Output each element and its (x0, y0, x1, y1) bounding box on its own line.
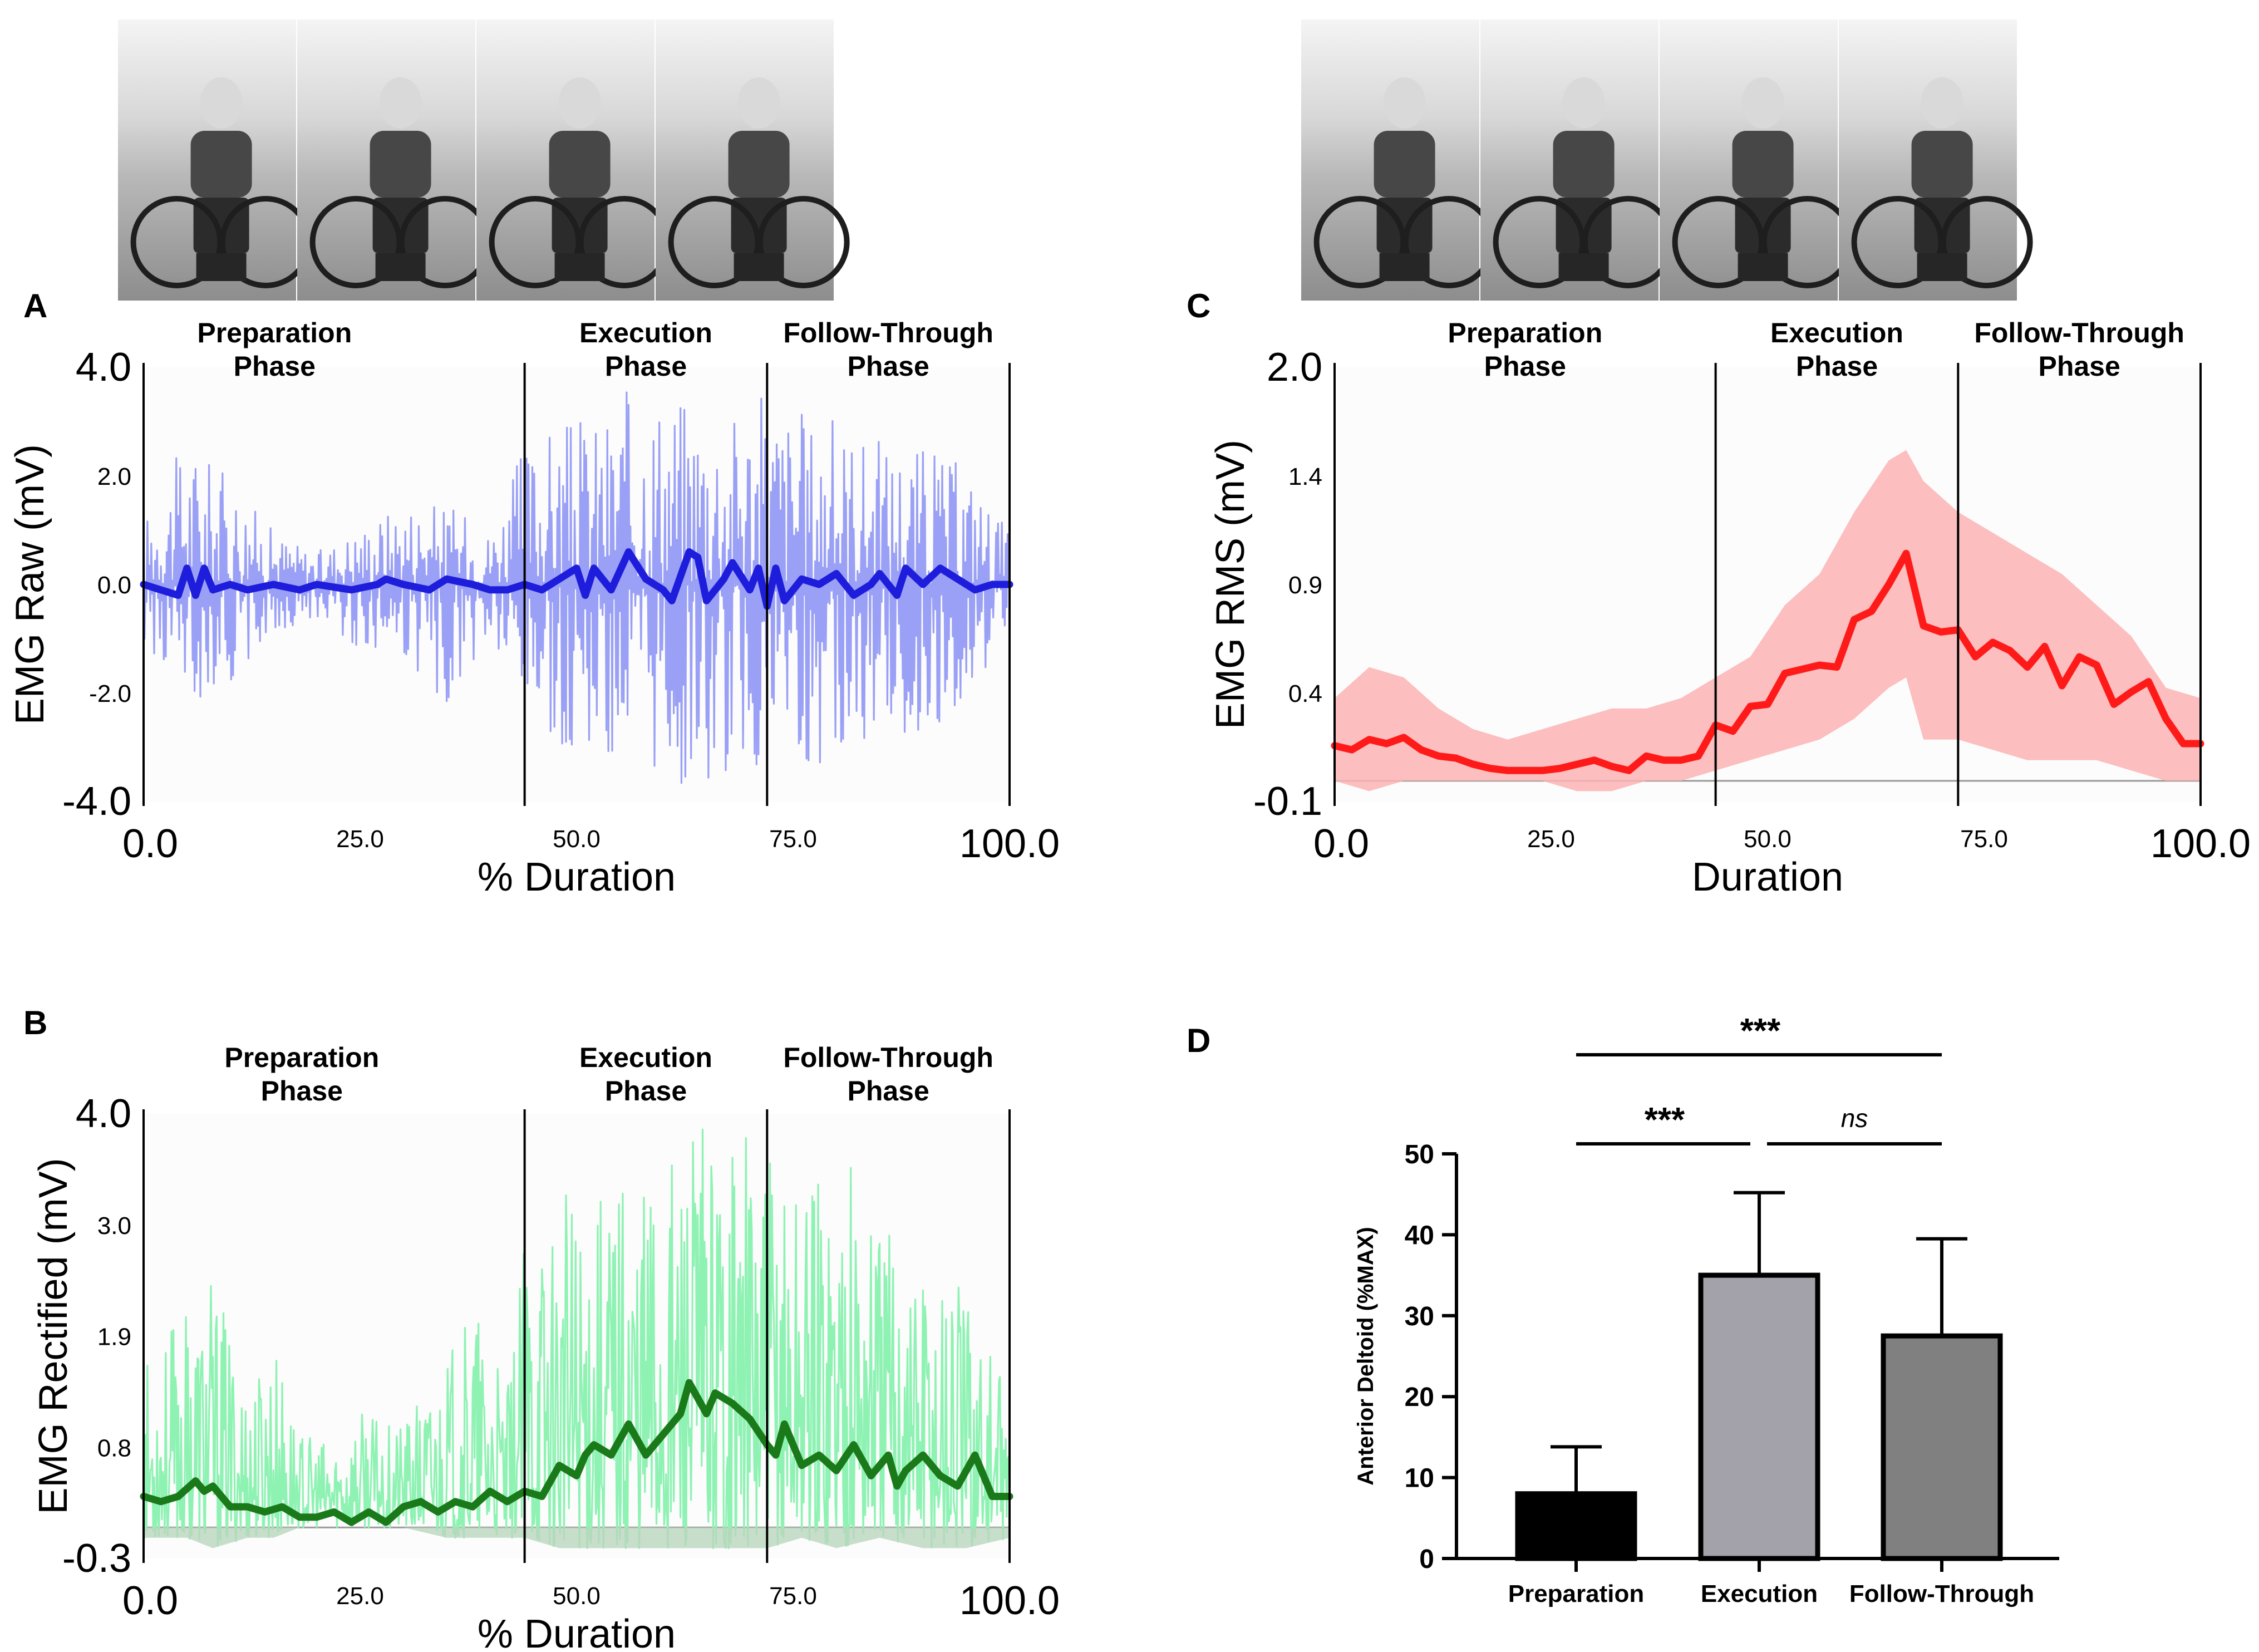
panel-label-a: A (23, 287, 47, 324)
phase-subtitle: Phase (234, 351, 316, 382)
panel-d-bar-chart: 0 10 20 30 40 50 Preparation Execution Follow-Th… (1354, 1012, 2059, 1607)
category-label: Preparation (1508, 1580, 1645, 1607)
phase-title: Execution (1770, 317, 1903, 348)
y-axis-label: EMG RMS (mV) (1208, 440, 1253, 729)
y-tick-label: 0.4 (1288, 680, 1322, 707)
x-tick-label: 75.0 (769, 1582, 817, 1610)
phase-title: Preparation (1448, 317, 1602, 348)
significance-label: *** (1643, 1101, 1685, 1139)
phase-subtitle: Phase (847, 1075, 929, 1107)
mean-line (1331, 549, 2204, 774)
x-axis-label: Duration (1692, 855, 1843, 899)
x-tick-label: 0.0 (1313, 822, 1369, 866)
category-label: Execution (1701, 1580, 1818, 1607)
y-tick-label: 3.0 (97, 1212, 131, 1240)
photo-strip-left (118, 19, 847, 301)
y-tick-label: 0.8 (97, 1434, 131, 1462)
y-tick-label: -0.1 (1253, 779, 1322, 824)
y-tick-label: 1.4 (1288, 463, 1322, 490)
photo-strip-group (118, 19, 2030, 301)
photo-frame (1480, 19, 1672, 301)
photo-frame (118, 19, 309, 301)
y-tick-label: -0.3 (62, 1536, 131, 1581)
bar-follow-through (1881, 1333, 2003, 1561)
phase-subtitle: Phase (2038, 351, 2120, 382)
category-label: Follow-Through (1849, 1580, 2034, 1607)
y-tick-label: 40 (1405, 1221, 1434, 1250)
panel-label-c: C (1187, 287, 1210, 324)
y-tick-label: 10 (1405, 1464, 1434, 1493)
y-tick-label: 0.0 (97, 572, 131, 599)
significance-label: *** (1739, 1012, 1780, 1050)
y-tick-label: 0.9 (1288, 572, 1322, 599)
phase-subtitle: Phase (1796, 351, 1878, 382)
phase-title: Follow-Through (1974, 317, 2184, 348)
panel-label-b: B (23, 1004, 47, 1041)
std-band (1335, 450, 2201, 791)
phase-title: Execution (579, 317, 712, 348)
photo-frame (1839, 19, 2030, 301)
y-tick-label: 1.9 (97, 1324, 131, 1351)
phase-title: Follow-Through (783, 1042, 993, 1073)
x-tick-label: 0.0 (122, 822, 178, 866)
bar-preparation (1515, 1491, 1637, 1561)
y-tick-label: 2.0 (97, 463, 131, 490)
photo-frame (656, 19, 847, 301)
phase-title: Preparation (224, 1042, 379, 1073)
x-tick-label: 100.0 (959, 822, 1060, 866)
photo-frame (1301, 19, 1493, 301)
signal-trace (142, 1128, 1011, 1549)
phase-title: Preparation (197, 317, 352, 348)
y-tick-label: 2.0 (1267, 345, 1322, 390)
panel-c-rms-emg: PreparationPhaseExecutionPhaseFollow-Thr… (1208, 317, 2251, 899)
x-axis-label: % Duration (478, 855, 676, 899)
y-tick-label: 20 (1405, 1383, 1434, 1412)
y-tick-label: 30 (1405, 1302, 1434, 1331)
phase-subtitle: Phase (1484, 351, 1566, 382)
y-tick-label: -2.0 (89, 680, 131, 707)
y-axis-label: EMG Raw (mV) (8, 444, 52, 725)
y-tick-label: 4.0 (76, 1092, 131, 1136)
x-axis-label: % Duration (478, 1612, 676, 1652)
panel-b-rectified-emg: PreparationPhaseExecutionPhaseFollow-Thr… (31, 1042, 1060, 1652)
panel-a-raw-emg: PreparationPhaseExecutionPhaseFollow-Thr… (8, 317, 1060, 899)
x-tick-label: 0.0 (122, 1579, 178, 1623)
x-tick-label: 75.0 (769, 825, 817, 853)
photo-strip-right (1301, 19, 2030, 301)
phase-title: Execution (579, 1042, 712, 1073)
mean-line (140, 1379, 1013, 1526)
photo-frame (476, 19, 668, 301)
x-tick-label: 50.0 (553, 825, 601, 853)
x-tick-label: 50.0 (553, 1582, 601, 1610)
y-axis-label: Anterior Deltoid (%MAX) (1354, 1227, 1378, 1485)
y-tick-label: 50 (1405, 1140, 1434, 1169)
phase-subtitle: Phase (605, 351, 687, 382)
phase-subtitle: Phase (605, 1075, 687, 1107)
significance-label: ns (1841, 1104, 1868, 1133)
photo-frame (1660, 19, 1851, 301)
y-tick-label: -4.0 (62, 779, 131, 824)
x-tick-label: 25.0 (1527, 825, 1575, 853)
x-tick-label: 50.0 (1744, 825, 1792, 853)
y-tick-label: 0 (1419, 1545, 1434, 1574)
phase-title: Follow-Through (783, 317, 993, 348)
mean-line (140, 548, 1013, 610)
signal-negative-shade (144, 1527, 1010, 1548)
phase-subtitle: Phase (261, 1075, 343, 1107)
y-axis-label: EMG Rectified (mV) (31, 1158, 76, 1514)
x-tick-label: 100.0 (2150, 822, 2251, 866)
x-tick-label: 100.0 (959, 1579, 1060, 1623)
x-tick-label: 25.0 (336, 825, 384, 853)
photo-frame (297, 19, 489, 301)
phase-subtitle: Phase (847, 351, 929, 382)
x-tick-label: 75.0 (1960, 825, 2008, 853)
y-tick-label: 4.0 (76, 345, 131, 390)
x-tick-label: 25.0 (336, 1582, 384, 1610)
bar-execution (1698, 1272, 1820, 1561)
panel-label-d: D (1187, 1022, 1210, 1059)
